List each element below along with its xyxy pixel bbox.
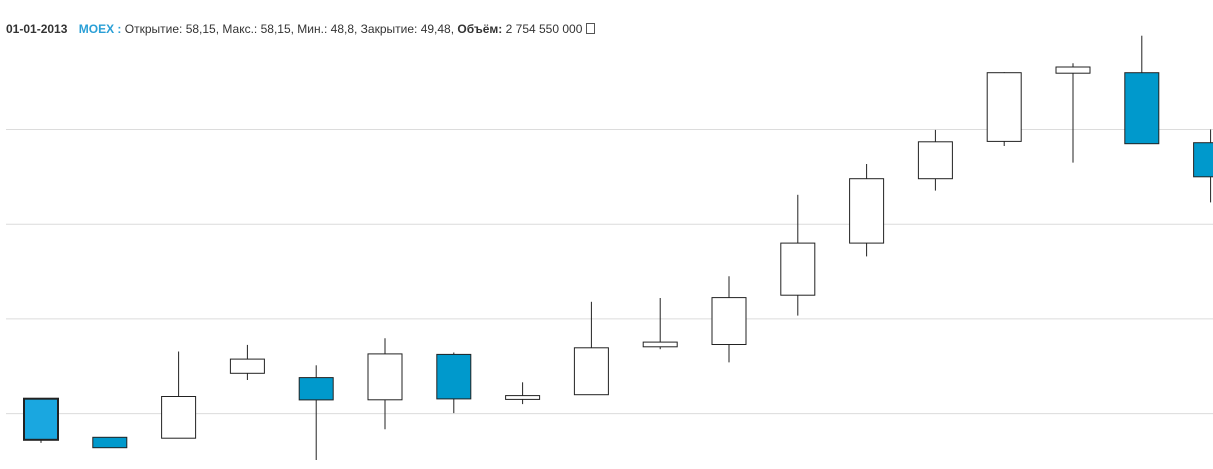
info-low-value: 48,8 xyxy=(330,22,354,36)
candle-body xyxy=(573,347,609,396)
candle-1[interactable] xyxy=(23,397,59,443)
candle-body xyxy=(23,397,59,441)
candle-body xyxy=(367,353,403,401)
candle-3[interactable] xyxy=(161,351,197,439)
candle-18[interactable] xyxy=(1193,129,1213,203)
info-open-value: 58,15 xyxy=(185,22,216,36)
candle-12[interactable] xyxy=(780,194,816,316)
candle-13[interactable] xyxy=(849,164,885,257)
candle-17[interactable] xyxy=(1124,35,1160,145)
candle-body xyxy=(92,436,128,449)
candle-body xyxy=(436,353,472,400)
candle-16[interactable] xyxy=(1055,63,1091,163)
candle-body xyxy=(849,178,885,244)
info-open-label: Открытие: xyxy=(124,22,183,36)
candle-5[interactable] xyxy=(298,365,334,460)
candle-8[interactable] xyxy=(505,382,541,405)
info-ticker[interactable]: MOEX : xyxy=(78,22,122,36)
candle-body xyxy=(986,72,1022,142)
candle-body xyxy=(229,358,265,374)
candle-6[interactable] xyxy=(367,338,403,430)
info-volume-label: Объём: xyxy=(457,22,503,36)
info-high-label: Макс.: xyxy=(222,22,258,36)
candle-4[interactable] xyxy=(229,344,265,380)
candle-body xyxy=(1124,72,1160,145)
candle-body xyxy=(711,297,747,346)
candle-2[interactable] xyxy=(92,436,128,449)
info-volume-value: 2 754 550 000 xyxy=(505,22,583,36)
candle-body xyxy=(917,141,953,180)
info-close-value: 49,48 xyxy=(420,22,451,36)
candle-9[interactable] xyxy=(573,301,609,396)
candle-body xyxy=(642,341,678,348)
candle-15[interactable] xyxy=(986,72,1022,146)
info-high-value: 58,15 xyxy=(260,22,291,36)
candle-body xyxy=(1193,142,1213,178)
candle-body xyxy=(505,395,541,400)
info-date: 01-01-2013 xyxy=(6,22,68,36)
candle-10[interactable] xyxy=(642,298,678,350)
candle-7[interactable] xyxy=(436,352,472,414)
candle-body xyxy=(161,396,197,439)
volume-indicator-icon xyxy=(586,23,596,34)
candle-14[interactable] xyxy=(917,129,953,191)
candle-11[interactable] xyxy=(711,276,747,363)
candle-body xyxy=(1055,66,1091,74)
info-low-label: Мин.: xyxy=(297,22,328,36)
info-close-label: Закрытие: xyxy=(360,22,418,36)
ohlc-info-bar: 01-01-2013 MOEX : Открытие: 58,15, Макс.… xyxy=(6,22,596,36)
candle-body xyxy=(298,377,334,401)
candle-body xyxy=(780,242,816,296)
